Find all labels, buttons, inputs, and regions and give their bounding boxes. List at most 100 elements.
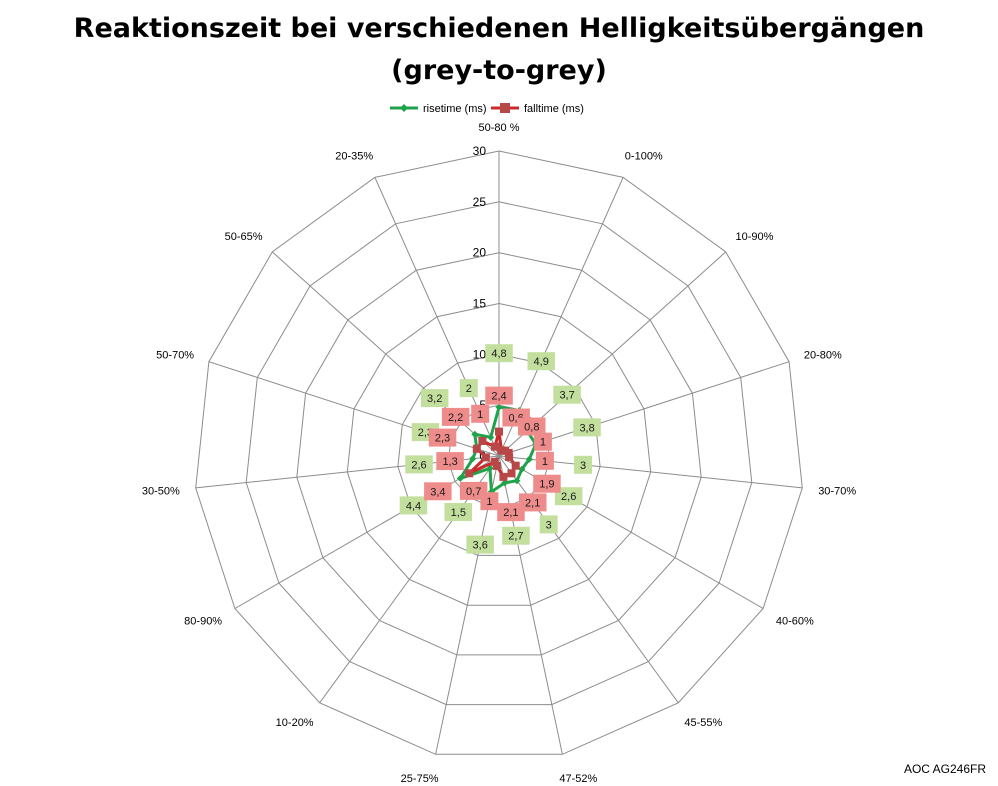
axis-label: 20-80% [804, 349, 842, 361]
data-label-box [533, 474, 561, 493]
axis-label: 47-52% [559, 773, 597, 785]
data-point [507, 469, 516, 478]
radial-tick-label: 30 [473, 144, 487, 158]
axis-labels: 50-80 % 0-100% 10-90% 20-80% 30-70% 40-60% 45-… [142, 122, 856, 785]
axis-label: 10-20% [276, 717, 314, 729]
data-labels: 4,8 4,9 3,7 3,8 3 2,6 3 2,7 3,6 1,5 4,4 2,6 2,3 3,2 2 2… [399, 344, 601, 554]
legend-item-risetime: risetime (ms) [390, 103, 487, 115]
data-label-box [436, 452, 464, 471]
data-point [469, 455, 477, 463]
data-label: 4,4 [406, 500, 421, 512]
data-label: 2,7 [508, 531, 523, 543]
data-label-box [497, 503, 525, 522]
chart-title-line-1: Reaktionszeit bei verschiedenen Helligke… [73, 13, 925, 44]
legend-label: falltime (ms) [524, 103, 584, 115]
radial-tick-label: 15 [473, 297, 487, 311]
data-point [478, 437, 487, 445]
data-label: 0,8 [524, 422, 539, 434]
data-label: 3,6 [473, 540, 488, 552]
data-label: 2,2 [448, 412, 463, 424]
data-label-box [399, 496, 428, 515]
data-label: 3,8 [579, 422, 594, 434]
radial-tick-label: 10 [473, 347, 487, 361]
axis-label: 45-55% [684, 717, 722, 729]
data-label-box [502, 526, 530, 545]
data-label: 3 [546, 519, 552, 531]
data-label-box [420, 389, 449, 408]
data-point [499, 472, 508, 481]
legend-marker [400, 104, 408, 112]
data-point [495, 403, 503, 411]
data-label: 2,4 [491, 391, 506, 403]
data-label-box [405, 455, 433, 474]
data-label-box [459, 481, 488, 500]
data-label: 1 [540, 437, 546, 449]
data-label: 2,6 [411, 459, 426, 471]
axis-label: 50-70% [156, 349, 194, 361]
chart-title-line-2: (grey-to-grey) [391, 55, 607, 86]
axis-label: 25-75% [401, 773, 439, 785]
data-point [495, 427, 503, 436]
data-point [456, 474, 464, 482]
data-label: 2,6 [561, 491, 576, 503]
radial-tick-label: 20 [473, 246, 487, 260]
data-label: 2 [466, 383, 472, 395]
legend-marker [500, 103, 510, 113]
data-label: 2,1 [503, 507, 518, 519]
data-label: 1,5 [451, 507, 466, 519]
data-label-box [441, 407, 470, 426]
axis-label: 30-70% [818, 485, 856, 497]
axis-label: 50-80 % [479, 122, 520, 134]
axis-label: 80-90% [184, 616, 222, 628]
footer-note: AOC AG246FR [903, 762, 986, 776]
data-label: 4,9 [534, 356, 549, 368]
data-label: 1 [542, 456, 548, 468]
data-point [505, 453, 514, 462]
data-label-box [533, 432, 552, 451]
data-point [492, 461, 501, 470]
data-label: 0,7 [466, 486, 481, 498]
data-point [490, 457, 499, 466]
grid-ring [245, 201, 753, 706]
data-label-box [519, 493, 547, 512]
data-label: 1 [477, 409, 483, 421]
grid-ring [397, 353, 601, 556]
data-label-box [527, 352, 555, 371]
data-label: 4,8 [491, 348, 506, 360]
data-label-box [485, 344, 513, 363]
data-label: 1,9 [539, 479, 554, 491]
series-falltime [465, 427, 520, 481]
legend-item-falltime: falltime (ms) [491, 103, 584, 115]
grid-ring [195, 150, 803, 755]
data-point [471, 430, 479, 438]
data-label: 3 [580, 460, 586, 472]
radar-grid [195, 150, 803, 755]
data-label: 1 [486, 496, 492, 508]
data-point [465, 469, 474, 478]
data-label-box [518, 417, 546, 436]
data-point [472, 444, 481, 453]
data-label: 3,2 [427, 393, 442, 405]
axis-label: 30-50% [142, 485, 180, 497]
data-label-box [466, 535, 494, 554]
axis-label: 10-90% [736, 231, 774, 243]
data-label-box [424, 482, 452, 501]
data-label-box [553, 385, 581, 404]
data-point [504, 448, 513, 457]
data-label-box [535, 451, 554, 470]
axis-label: 50-65% [225, 231, 263, 243]
grid-spoke [498, 455, 679, 704]
data-label: 2,3 [435, 433, 450, 445]
data-label: 2,1 [525, 497, 540, 509]
data-point [487, 433, 495, 441]
radial-tick-label: 25 [473, 195, 487, 209]
grid-spoke [234, 455, 500, 609]
data-point [511, 461, 520, 470]
data-point [525, 455, 533, 463]
data-label-box [554, 487, 583, 506]
data-label-box [485, 386, 513, 405]
chart-title: Reaktionszeit bei verschiedenen Helligke… [0, 8, 998, 92]
data-label-box [444, 503, 472, 521]
axis-label: 0-100% [625, 150, 663, 162]
